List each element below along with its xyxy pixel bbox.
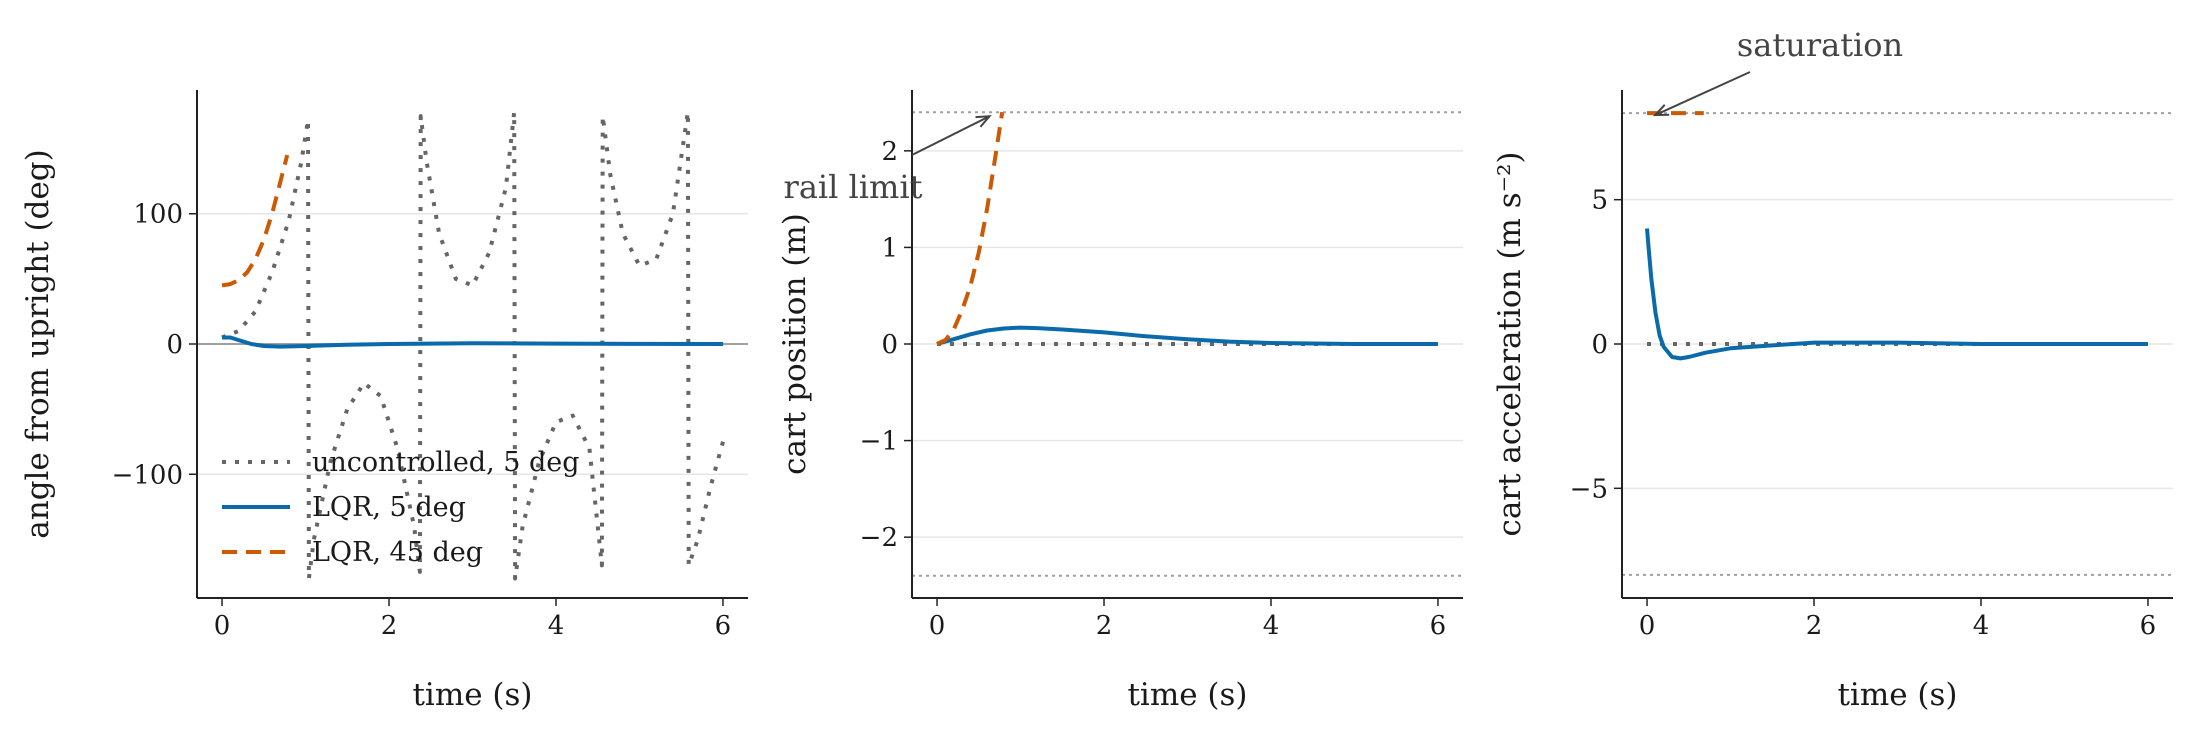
x-tick-label: 6	[715, 611, 732, 641]
x-tick-label: 2	[1806, 611, 1823, 641]
chart-panel-1: 0 2 4 6 −100 0 100 time (s) angle from upright (…	[20, 90, 748, 713]
legend-label: uncontrolled, 5 deg	[312, 447, 580, 478]
y-tick-label: 1	[881, 233, 898, 263]
y-axis-label: cart acceleration (m s⁻²)	[1492, 151, 1528, 536]
y-tick-label: −100	[112, 460, 183, 490]
legend-label: LQR, 45 deg	[312, 537, 483, 568]
y-axis-label: angle from upright (deg)	[20, 149, 56, 539]
y-tick-label: 100	[133, 200, 183, 230]
annotation-arrow	[1654, 71, 1751, 117]
x-tick-label: 0	[214, 611, 231, 641]
series-line-2	[1645, 228, 2148, 361]
y-tick-label: 0	[1591, 330, 1608, 360]
series-line-2	[222, 335, 724, 349]
y-axis-label: cart position (m)	[777, 213, 813, 475]
y-tick-label: 0	[881, 330, 898, 360]
x-axis-label: time (s)	[412, 677, 532, 713]
series-line-1	[221, 110, 725, 581]
annotation-arrowhead	[975, 115, 992, 128]
chart-panel-3: 0 2 4 6 −5 0 5 time (s) cart acceleration (m s⁻²…	[1492, 26, 2173, 713]
annotation-arrow	[911, 115, 990, 156]
x-axis-label: time (s)	[1837, 677, 1957, 713]
y-tick-label: 0	[166, 330, 183, 360]
x-tick-label: 0	[929, 611, 946, 641]
x-tick-label: 2	[381, 611, 398, 641]
x-tick-label: 0	[1639, 611, 1656, 641]
x-tick-label: 6	[1430, 611, 1447, 641]
chart-panel-2: 0 2 4 6 −2 −1 0 1 2 time (s) cart position (m) rail…	[777, 90, 1463, 713]
y-tick-label: 2	[881, 137, 898, 167]
y-tick-label: −1	[860, 427, 898, 457]
legend: uncontrolled, 5 deg LQR, 5 deg LQR, 45 deg	[222, 447, 580, 568]
series-line-3	[221, 154, 290, 288]
x-tick-label: 4	[548, 611, 565, 641]
x-tick-label: 6	[2140, 611, 2157, 641]
x-axis-label: time (s)	[1127, 677, 1247, 713]
x-tick-label: 4	[1973, 611, 1990, 641]
x-tick-label: 4	[1263, 611, 1280, 641]
x-tick-label: 2	[1096, 611, 1113, 641]
series-line-3	[936, 111, 1005, 346]
legend-label: LQR, 5 deg	[312, 492, 466, 523]
annotation-label: saturation	[1737, 26, 1903, 64]
y-tick-label: 5	[1591, 186, 1608, 216]
annotation-arrowhead	[1652, 104, 1670, 117]
y-tick-label: −2	[860, 523, 898, 553]
annotation-label: rail limit	[784, 168, 923, 206]
series-line-2	[936, 325, 1438, 346]
y-tick-label: −5	[1570, 474, 1608, 504]
